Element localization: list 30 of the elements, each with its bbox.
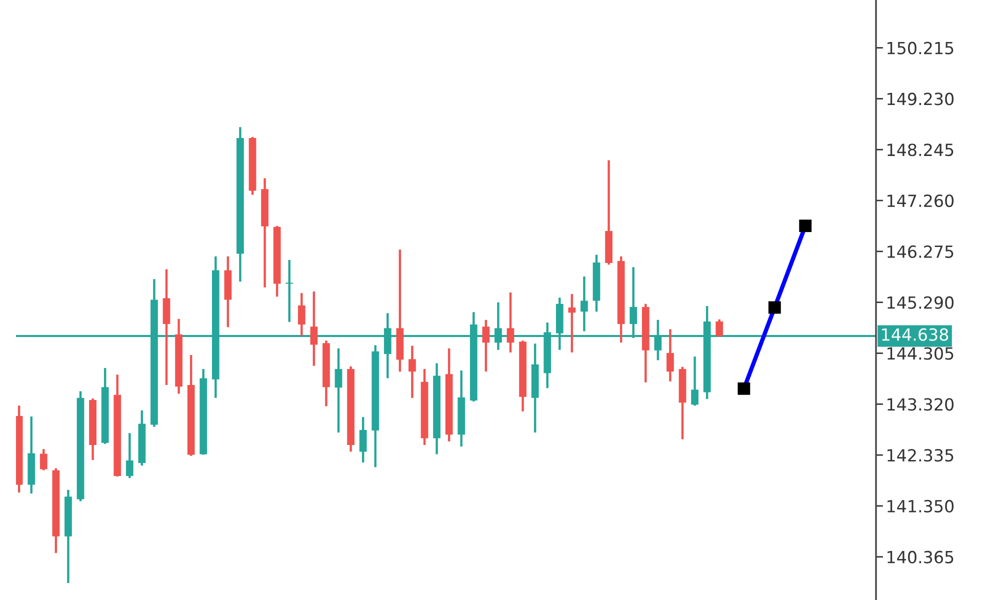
y-tick-label: 149.230 <box>888 92 954 106</box>
y-tick-label: 140.365 <box>888 550 954 564</box>
candlestick <box>310 290 318 367</box>
candlestick <box>408 344 416 400</box>
ref-line-label: 144.638 <box>882 328 948 341</box>
candlestick <box>298 292 306 338</box>
y-tick-label: 148.245 <box>888 144 954 156</box>
y-tick-label: 147.260 <box>888 194 954 208</box>
candlestick <box>126 432 134 480</box>
y-tick-label: 145.290 <box>888 296 954 309</box>
y-tick-label: 144.305 <box>888 347 954 360</box>
candlestick <box>666 328 674 383</box>
point <box>738 382 750 395</box>
candlestick <box>40 448 48 472</box>
candlestick <box>691 355 698 407</box>
candlestick <box>506 291 514 354</box>
candlestick <box>716 318 724 338</box>
candlestick <box>580 275 588 332</box>
candlestick <box>568 292 576 354</box>
candlestick <box>334 347 342 434</box>
candlestick <box>286 258 294 324</box>
candlestick <box>482 318 490 373</box>
y-tick-label: 142.335 <box>888 449 954 462</box>
point <box>768 301 781 314</box>
y-tick-label: 143.320 <box>888 398 954 411</box>
y-tick-label: 150.215 <box>888 42 954 54</box>
point <box>799 220 812 232</box>
y-tick-label: 141.350 <box>888 500 954 513</box>
candlestick <box>359 416 367 464</box>
y-tick-label: 146.275 <box>888 245 954 258</box>
